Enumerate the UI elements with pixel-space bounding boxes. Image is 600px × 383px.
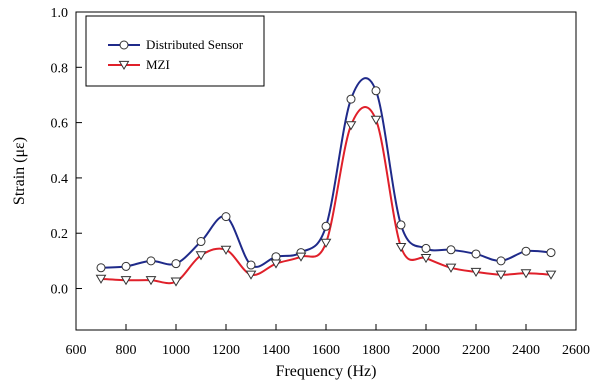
distributed-sensor-point xyxy=(196,237,206,247)
distributed-sensor-point xyxy=(271,252,281,262)
mzi-point xyxy=(370,115,382,125)
distributed-sensor-point xyxy=(121,261,131,271)
mzi-point xyxy=(470,267,482,277)
distributed-sensor-point xyxy=(546,248,556,258)
mzi-point xyxy=(520,269,532,279)
mzi-point xyxy=(545,270,557,280)
distributed-sensor-point xyxy=(446,245,456,255)
mzi-point xyxy=(170,277,182,287)
mzi-point xyxy=(345,121,357,131)
legend-box xyxy=(85,15,265,87)
x-tick-label: 2400 xyxy=(512,343,540,358)
x-tick-label: 1000 xyxy=(162,343,190,358)
distributed-sensor-point xyxy=(371,86,381,96)
legend-mzi-marker xyxy=(118,60,130,71)
distributed-sensor-point xyxy=(221,212,231,222)
mzi-point xyxy=(220,245,232,255)
mzi-point xyxy=(95,274,107,284)
y-tick-label: 1.0 xyxy=(51,6,69,21)
legend-distributed-sensor-label: Distributed Sensor xyxy=(146,37,244,52)
y-tick-label: 0.2 xyxy=(51,227,69,242)
mzi-point xyxy=(145,276,157,286)
legend-distributed-sensor-marker xyxy=(119,40,129,50)
mzi-point xyxy=(245,270,257,280)
x-tick-label: 1800 xyxy=(362,343,390,358)
y-tick-label: 0.8 xyxy=(51,61,69,76)
x-tick-label: 1600 xyxy=(312,343,340,358)
distributed-sensor-point xyxy=(96,263,106,273)
mzi-point xyxy=(420,254,432,264)
mzi-point xyxy=(270,259,282,269)
x-tick-label: 1400 xyxy=(262,343,290,358)
distributed-sensor-point xyxy=(471,249,481,259)
x-tick-label: 2600 xyxy=(562,343,590,358)
mzi-point xyxy=(120,276,132,286)
series-markers-layer xyxy=(95,86,557,287)
y-tick-label: 0.0 xyxy=(51,283,69,298)
distributed-sensor-point xyxy=(246,260,256,270)
mzi-point xyxy=(395,242,407,253)
y-tick-label: 0.6 xyxy=(51,117,69,132)
distributed-sensor-point xyxy=(496,256,506,266)
x-axis-title: Frequency (Hz) xyxy=(276,363,377,380)
x-tick-label: 800 xyxy=(116,343,137,358)
axis-ticks-layer: 600 800 1000 1200 1400 1600 1800 2000 2200 2400 26… xyxy=(51,6,591,358)
mzi-point xyxy=(295,252,307,262)
distributed-sensor-point xyxy=(521,246,531,256)
mzi-point xyxy=(445,263,457,273)
series-curves-layer xyxy=(100,77,552,285)
distributed-sensor-point xyxy=(396,220,406,230)
mzi-point xyxy=(495,270,507,280)
x-tick-label: 1200 xyxy=(212,343,240,358)
distributed-sensor-point xyxy=(346,94,356,104)
legend: Distributed Sensor MZI xyxy=(85,15,265,87)
mzi-point xyxy=(195,251,207,261)
y-axis-title: Strain (με) xyxy=(11,137,28,205)
x-tick-label: 2000 xyxy=(412,343,440,358)
mzi-point xyxy=(320,238,332,248)
distributed-sensor-point xyxy=(171,259,181,269)
distributed-sensor-point xyxy=(321,221,331,231)
x-tick-label: 600 xyxy=(66,343,87,358)
x-tick-label: 2200 xyxy=(462,343,490,358)
legend-mzi-label: MZI xyxy=(146,57,170,72)
distributed-sensor-point xyxy=(421,243,431,253)
y-tick-label: 0.4 xyxy=(51,172,69,187)
distributed-sensor-point xyxy=(146,256,156,266)
